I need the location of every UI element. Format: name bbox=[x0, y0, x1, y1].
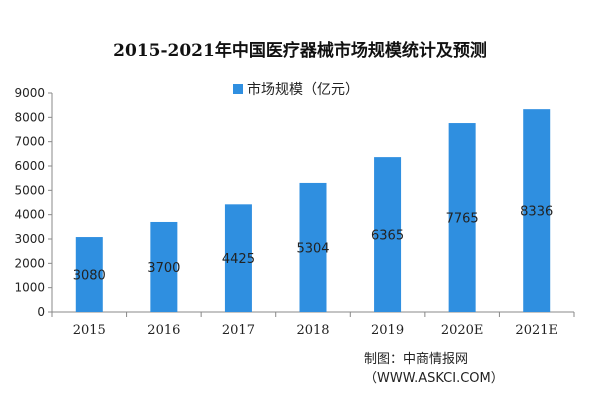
y-tick-label: 2000 bbox=[14, 256, 45, 270]
source-credit: 制图：中商情报网（WWW.ASKCI.COM） bbox=[364, 352, 504, 386]
x-tick-label: 2017 bbox=[222, 323, 255, 338]
legend-swatch bbox=[233, 84, 243, 94]
bar bbox=[299, 182, 327, 312]
legend: 市场规模（亿元） bbox=[233, 79, 359, 99]
y-tick-label: 4000 bbox=[14, 208, 45, 222]
bar bbox=[374, 157, 402, 312]
data-label: 3080 bbox=[73, 269, 106, 284]
bar bbox=[75, 237, 103, 312]
data-label: 5304 bbox=[296, 241, 329, 256]
y-tick-label: 9000 bbox=[14, 86, 45, 100]
data-label: 8336 bbox=[520, 205, 553, 220]
y-tick-label: 0 bbox=[37, 305, 45, 319]
x-tick-label: 2015 bbox=[73, 323, 106, 338]
chart-title: 2015-2021年中国医疗器械市场规模统计及预测 bbox=[113, 41, 487, 61]
data-label: 6365 bbox=[371, 229, 404, 244]
x-tick-label: 2021E bbox=[515, 323, 558, 338]
y-tick-label: 5000 bbox=[14, 183, 45, 197]
x-tick-label: 2020E bbox=[441, 323, 484, 338]
y-tick-label: 8000 bbox=[14, 110, 45, 124]
x-tick-label: 2018 bbox=[296, 323, 329, 338]
x-tick-label: 2019 bbox=[371, 323, 404, 338]
data-label: 7765 bbox=[446, 212, 479, 227]
y-tick-label: 1000 bbox=[14, 281, 45, 295]
data-label: 4425 bbox=[222, 252, 255, 267]
y-tick-label: 3000 bbox=[14, 232, 45, 246]
bar bbox=[523, 109, 551, 312]
x-tick-label: 2016 bbox=[147, 323, 180, 338]
bar bbox=[150, 221, 178, 312]
bar bbox=[224, 204, 252, 312]
y-tick-label: 7000 bbox=[14, 135, 45, 149]
bar bbox=[448, 123, 476, 312]
y-tick-label: 6000 bbox=[14, 159, 45, 173]
data-label: 3700 bbox=[147, 261, 180, 276]
legend-label: 市场规模（亿元） bbox=[247, 82, 359, 98]
